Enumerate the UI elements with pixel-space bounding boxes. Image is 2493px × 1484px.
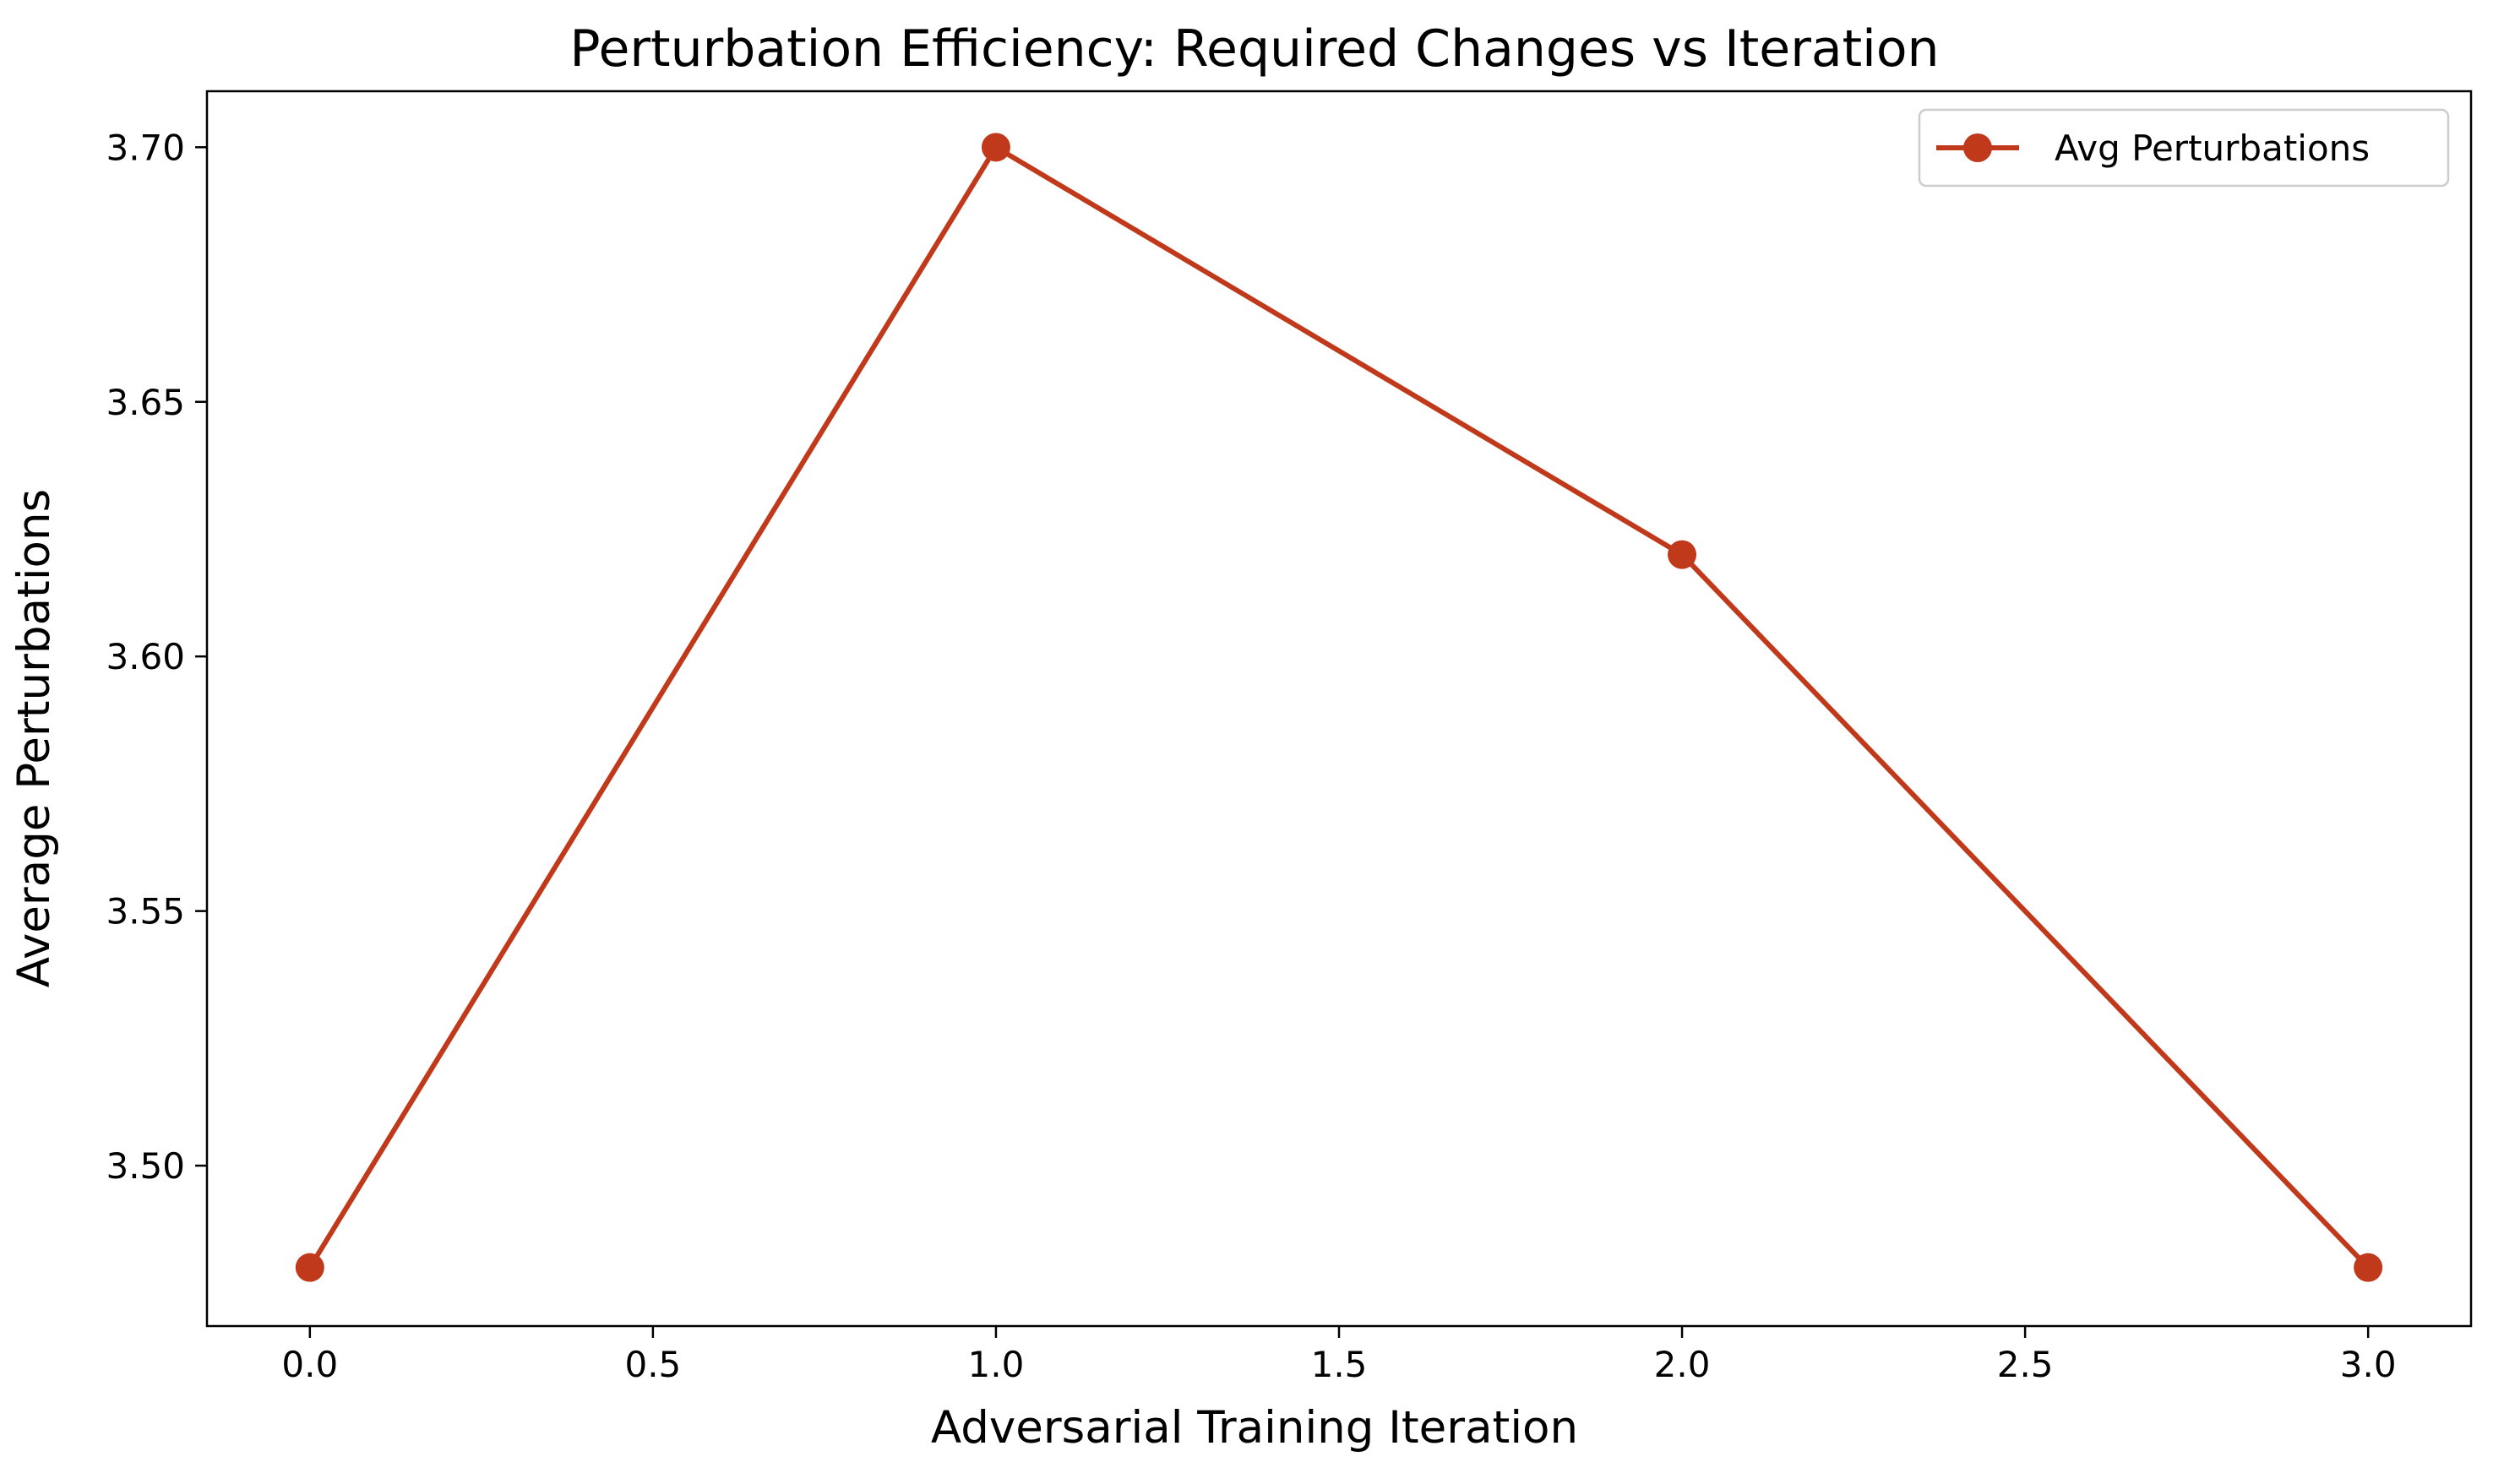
y-tick-label: 3.65 bbox=[106, 382, 185, 423]
legend-marker bbox=[1963, 133, 1992, 162]
y-tick-label: 3.60 bbox=[106, 636, 185, 677]
axes-frame bbox=[205, 90, 2473, 1328]
data-point bbox=[295, 1253, 324, 1282]
x-tick-label: 0.5 bbox=[624, 1344, 681, 1385]
data-point bbox=[981, 133, 1010, 162]
y-tick-label: 3.55 bbox=[106, 891, 185, 932]
x-axis-label: Adversarial Training Iteration bbox=[931, 1402, 1578, 1454]
plot-area: 0.0 0.5 1.0 1.5 2.0 2.5 3.0 3.50 3.55 3.60 3.65 3.7… bbox=[106, 90, 2473, 1385]
x-tick-label: 0.0 bbox=[281, 1344, 338, 1385]
data-point bbox=[1668, 540, 1697, 569]
x-tick-label: 1.0 bbox=[968, 1344, 1025, 1385]
chart-title: Perturbation Efficiency: Required Change… bbox=[569, 19, 1939, 79]
y-axis-label: Average Perturbations bbox=[8, 489, 60, 987]
series-line bbox=[307, 144, 2371, 1270]
x-tick-label: 3.0 bbox=[2340, 1344, 2397, 1385]
x-tick-label: 1.5 bbox=[1311, 1344, 1368, 1385]
legend-frame bbox=[1918, 108, 2450, 188]
x-tick-label: 2.5 bbox=[1997, 1344, 2054, 1385]
legend: Avg Perturbations bbox=[1918, 108, 2450, 188]
y-tick-label: 3.50 bbox=[106, 1145, 185, 1187]
y-tick-label: 3.70 bbox=[106, 127, 185, 168]
x-tick-label: 2.0 bbox=[1654, 1344, 1711, 1385]
legend-label: Avg Perturbations bbox=[2055, 128, 2370, 169]
data-point bbox=[2354, 1253, 2383, 1282]
